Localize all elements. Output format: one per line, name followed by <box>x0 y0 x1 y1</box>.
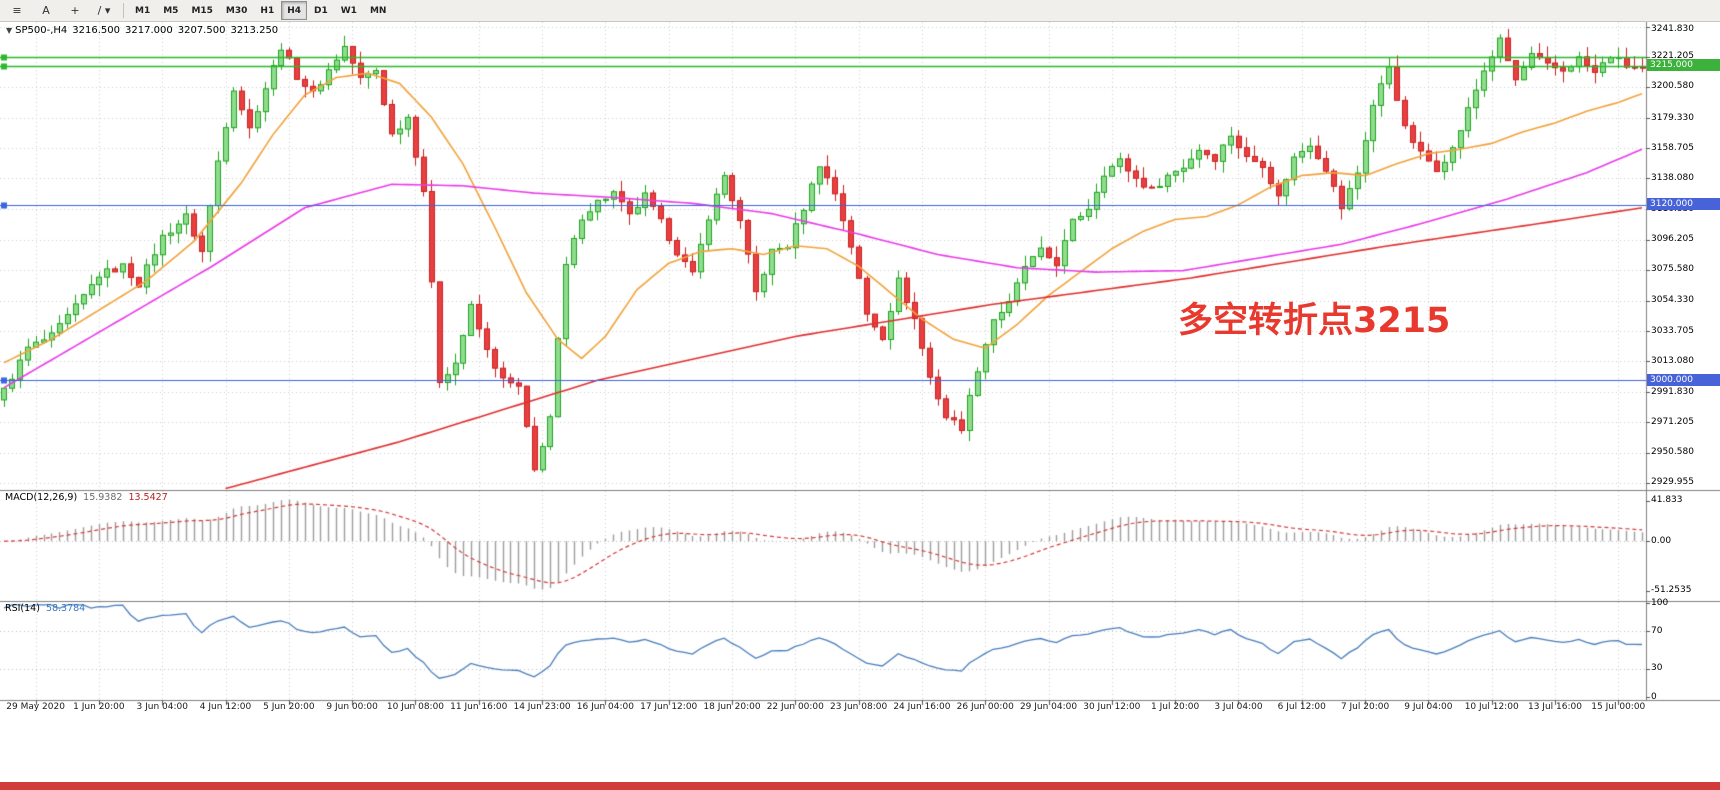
chart-windows-icon[interactable]: ≡ <box>12 4 22 17</box>
timeframe-M30-button[interactable]: M30 <box>225 5 248 16</box>
chart-canvas[interactable] <box>0 22 1720 790</box>
toolbar-separator <box>123 3 124 18</box>
timeframe-W1-button[interactable]: W1 <box>340 5 357 16</box>
timeframe-H4-button[interactable]: H4 <box>281 1 307 20</box>
timeframe-H1-button[interactable]: H1 <box>260 5 275 16</box>
text-label-icon[interactable]: A <box>42 4 50 17</box>
price-scale[interactable] <box>1646 22 1720 700</box>
timeframe-M15-button[interactable]: M15 <box>191 5 213 16</box>
crosshair-icon[interactable]: + <box>70 4 80 17</box>
timeframe-MN-button[interactable]: MN <box>369 5 387 16</box>
timeframe-M5-button[interactable]: M5 <box>163 5 179 16</box>
trendline-tools-icon[interactable]: / ▾ <box>97 4 111 17</box>
timeframe-M1-button[interactable]: M1 <box>135 5 151 16</box>
timeframe-D1-button[interactable]: D1 <box>314 5 328 16</box>
time-axis[interactable] <box>0 700 1646 722</box>
toolbar: ≡ A + / ▾ M1 M5 M15 M30 H1 H4 D1 W1 MN <box>0 0 1720 22</box>
bottom-red-strip <box>0 782 1720 790</box>
